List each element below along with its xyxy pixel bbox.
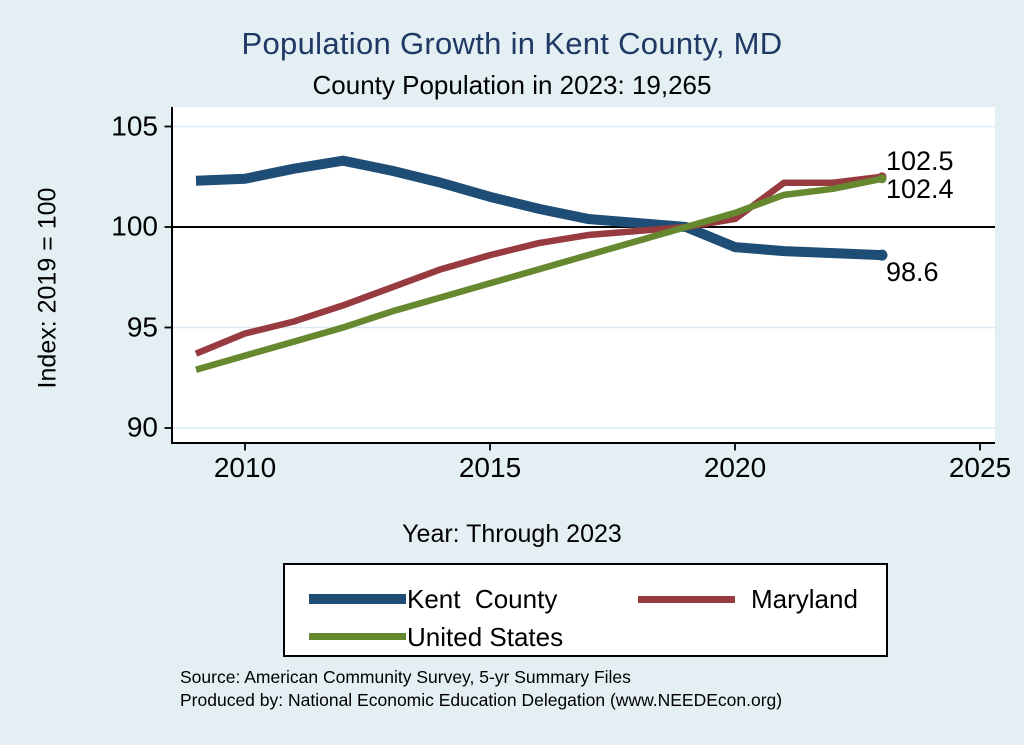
legend-label-united-states: United States: [407, 622, 564, 652]
y-tick-label-100: 100: [111, 210, 158, 242]
legend-swatch-united-states: [309, 633, 406, 640]
plot-svg: [164, 107, 995, 451]
y-tick-label-90: 90: [126, 411, 158, 443]
x-tick-label-2015: 2015: [458, 452, 522, 483]
series-line-1: [194, 173, 883, 357]
chart-title: Population Growth in Kent County, MD: [241, 26, 783, 61]
chart-subtitle: County Population in 2023: 19,265: [312, 70, 712, 100]
y-tick-label-105: 105: [111, 109, 158, 141]
legend-label-maryland: Maryland: [751, 584, 858, 614]
series-line-2: [195, 175, 883, 373]
legend-swatch-kent-county: [309, 594, 406, 604]
source-line-1: Source: American Community Survey, 5-yr …: [180, 667, 631, 687]
end-label-maryland: 102.5: [886, 146, 954, 176]
source-line-2: Produced by: National Economic Education…: [180, 689, 783, 710]
end-label-united-states: 102.4: [886, 174, 954, 204]
series-line-0: [195, 155, 883, 261]
x-tick-label-2010: 2010: [213, 452, 277, 483]
plot-area: [172, 107, 995, 443]
y-axis-title: Index: 2019 = 100: [33, 187, 62, 389]
x-tick-label-2025: 2025: [948, 452, 1012, 483]
series-end-marker-0: [876, 249, 888, 261]
end-label-kent-county: 98.6: [886, 257, 939, 287]
legend-label-kent-county: Kent County: [407, 584, 558, 614]
x-axis-title-text: Year: Through 2023: [402, 520, 622, 548]
legend-swatch-maryland: [638, 596, 735, 603]
source-note: Source: American Community Survey, 5-yr …: [180, 666, 782, 711]
x-axis-title: Year: Through 2023: [0, 520, 1024, 549]
y-tick-label-95: 95: [126, 310, 158, 342]
legend: Kent County Maryland United States: [283, 563, 888, 657]
series-end-marker-2: [877, 174, 887, 184]
x-tick-label-2020: 2020: [703, 452, 767, 483]
